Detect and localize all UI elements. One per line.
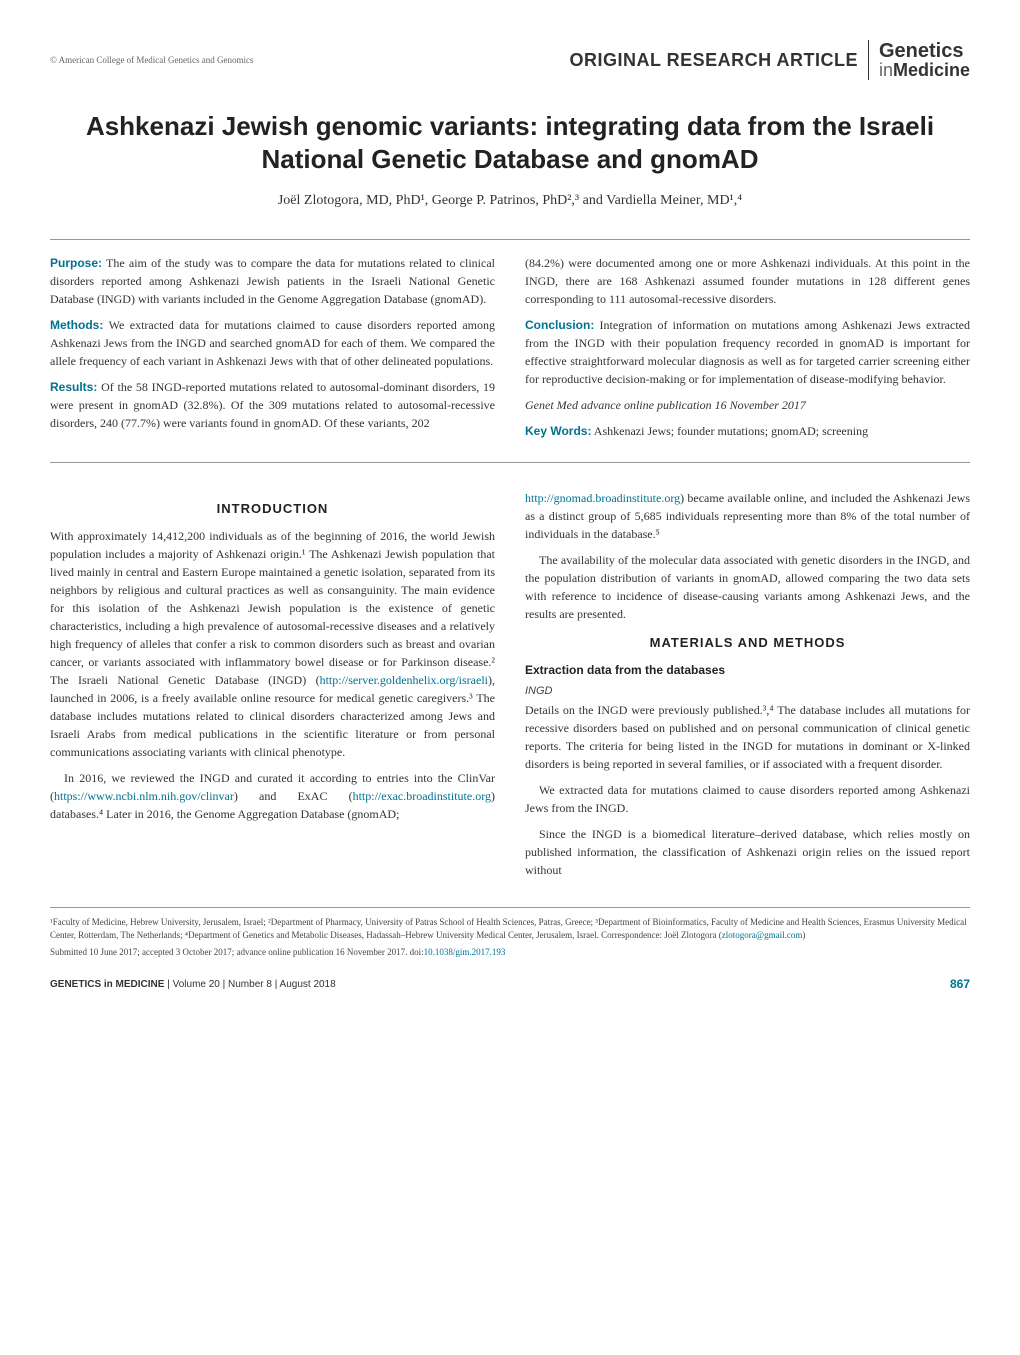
methods-heading: MATERIALS AND METHODS bbox=[525, 633, 970, 653]
link-gnomad[interactable]: http://gnomad.broadinstitute.org bbox=[525, 491, 680, 505]
link-clinvar[interactable]: https://www.ncbi.nlm.nih.gov/clinvar bbox=[54, 789, 234, 803]
link-goldenhelix[interactable]: http://server.goldenhelix.org/israeli bbox=[320, 673, 488, 687]
correspondence-email[interactable]: zlotogora@gmail.com bbox=[722, 930, 803, 940]
publisher-text: © American College of Medical Genetics a… bbox=[50, 55, 254, 65]
abstract-left-column: Purpose: The aim of the study was to com… bbox=[50, 254, 495, 448]
footer-journal-info: GENETICS in MEDICINE | Volume 20 | Numbe… bbox=[50, 979, 336, 990]
introduction-heading: INTRODUCTION bbox=[50, 499, 495, 519]
intro-paragraph-2-cont: http://gnomad.broadinstitute.org) became… bbox=[525, 489, 970, 543]
header-divider bbox=[868, 40, 869, 80]
affiliations: ¹Faculty of Medicine, Hebrew University,… bbox=[50, 907, 970, 941]
journal-logo-line1: Genetics bbox=[879, 41, 970, 61]
methods-subheading-extraction: Extraction data from the databases bbox=[525, 661, 970, 679]
abstract-box: Purpose: The aim of the study was to com… bbox=[50, 239, 970, 463]
abstract-right-column: (84.2%) were documented among one or mor… bbox=[525, 254, 970, 448]
link-exac[interactable]: http://exac.broadinstitute.org bbox=[353, 789, 491, 803]
doi-link[interactable]: 10.1038/gim.2017.193 bbox=[424, 947, 506, 957]
abstract-keywords: Key Words: Ashkenazi Jews; founder mutat… bbox=[525, 422, 970, 440]
article-type: ORIGINAL RESEARCH ARTICLE bbox=[569, 50, 858, 71]
methods-paragraph-3: Since the INGD is a biomedical literatur… bbox=[525, 825, 970, 879]
abstract-purpose: Purpose: The aim of the study was to com… bbox=[50, 254, 495, 308]
abstract-conclusion: Conclusion: Integration of information o… bbox=[525, 316, 970, 388]
abstract-results-cont: (84.2%) were documented among one or mor… bbox=[525, 254, 970, 308]
journal-logo: Genetics inMedicine bbox=[879, 41, 970, 80]
abstract-citation: Genet Med advance online publication 16 … bbox=[525, 396, 970, 414]
body-columns: INTRODUCTION With approximately 14,412,2… bbox=[50, 489, 970, 887]
header-center: ORIGINAL RESEARCH ARTICLE Genetics inMed… bbox=[569, 40, 970, 80]
page-footer: GENETICS in MEDICINE | Volume 20 | Numbe… bbox=[50, 977, 970, 991]
page-number: 867 bbox=[950, 977, 970, 991]
methods-subheading-ingd: INGD bbox=[525, 683, 970, 700]
methods-paragraph-1: Details on the INGD were previously publ… bbox=[525, 701, 970, 773]
author-list: Joël Zlotogora, MD, PhD¹, George P. Patr… bbox=[50, 193, 970, 209]
abstract-methods: Methods: We extracted data for mutations… bbox=[50, 316, 495, 370]
page-header: © American College of Medical Genetics a… bbox=[50, 40, 970, 80]
journal-logo-line2: inMedicine bbox=[879, 60, 970, 80]
submitted-line: Submitted 10 June 2017; accepted 3 Octob… bbox=[50, 947, 970, 957]
methods-paragraph-2: We extracted data for mutations claimed … bbox=[525, 781, 970, 817]
body-left-column: INTRODUCTION With approximately 14,412,2… bbox=[50, 489, 495, 887]
body-right-column: http://gnomad.broadinstitute.org) became… bbox=[525, 489, 970, 887]
abstract-results: Results: Of the 58 INGD-reported mutatio… bbox=[50, 378, 495, 432]
intro-paragraph-3: The availability of the molecular data a… bbox=[525, 551, 970, 623]
intro-paragraph-1: With approximately 14,412,200 individual… bbox=[50, 527, 495, 761]
intro-paragraph-2: In 2016, we reviewed the INGD and curate… bbox=[50, 769, 495, 823]
article-title: Ashkenazi Jewish genomic variants: integ… bbox=[50, 110, 970, 175]
